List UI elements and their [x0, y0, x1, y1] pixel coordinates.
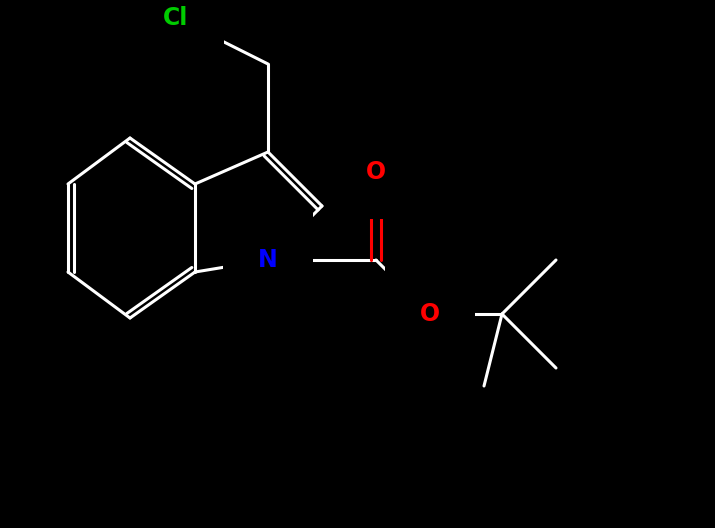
Text: N: N: [258, 248, 278, 272]
Text: O: O: [420, 302, 440, 326]
Text: Cl: Cl: [163, 6, 189, 30]
Text: O: O: [366, 160, 386, 184]
